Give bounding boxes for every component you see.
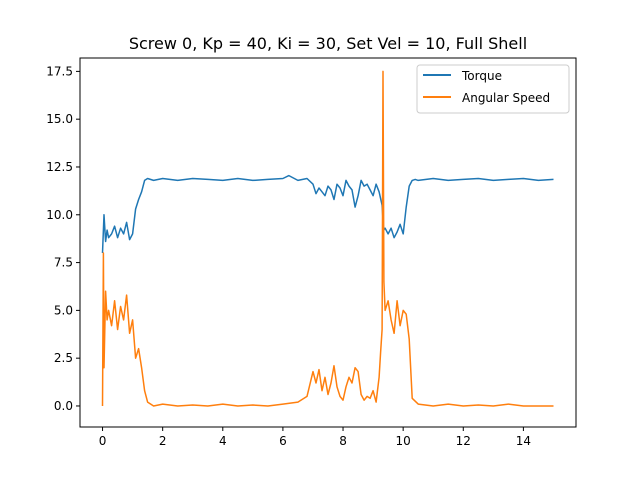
y-tick-label: 7.5	[54, 256, 73, 270]
y-tick-label: 5.0	[54, 303, 73, 317]
y-tick-label: 15.0	[46, 112, 73, 126]
x-tick-label: 12	[456, 434, 471, 448]
legend: Torque Angular Speed	[416, 64, 570, 114]
chart-title: Screw 0, Kp = 40, Ki = 30, Set Vel = 10,…	[129, 34, 527, 53]
series-line-angular-speed	[101, 70, 554, 407]
x-axis: 0 2 4 6 8 10 12 14	[99, 427, 531, 448]
y-tick-label: 10.0	[46, 208, 73, 222]
x-tick-label: 10	[396, 434, 411, 448]
axes-frame	[79, 57, 577, 428]
legend-label-torque: Torque	[461, 69, 502, 83]
y-tick-label: 12.5	[46, 160, 73, 174]
series-line-torque	[101, 174, 554, 254]
x-tick-label: 4	[219, 434, 227, 448]
y-tick-label: 17.5	[46, 64, 73, 78]
legend-label-angular-speed: Angular Speed	[462, 91, 550, 105]
x-tick-label: 2	[159, 434, 167, 448]
y-tick-label: 2.5	[54, 351, 73, 365]
x-tick-label: 0	[99, 434, 107, 448]
y-tick-label: 0.0	[54, 399, 73, 413]
x-tick-label: 14	[516, 434, 531, 448]
x-tick-label: 8	[339, 434, 347, 448]
legend-box	[416, 64, 570, 114]
y-axis: 0.0 2.5 5.0 7.5 10.0 12.5 15.0 17.5	[46, 64, 80, 413]
x-tick-label: 6	[279, 434, 287, 448]
series-layer	[101, 70, 554, 407]
